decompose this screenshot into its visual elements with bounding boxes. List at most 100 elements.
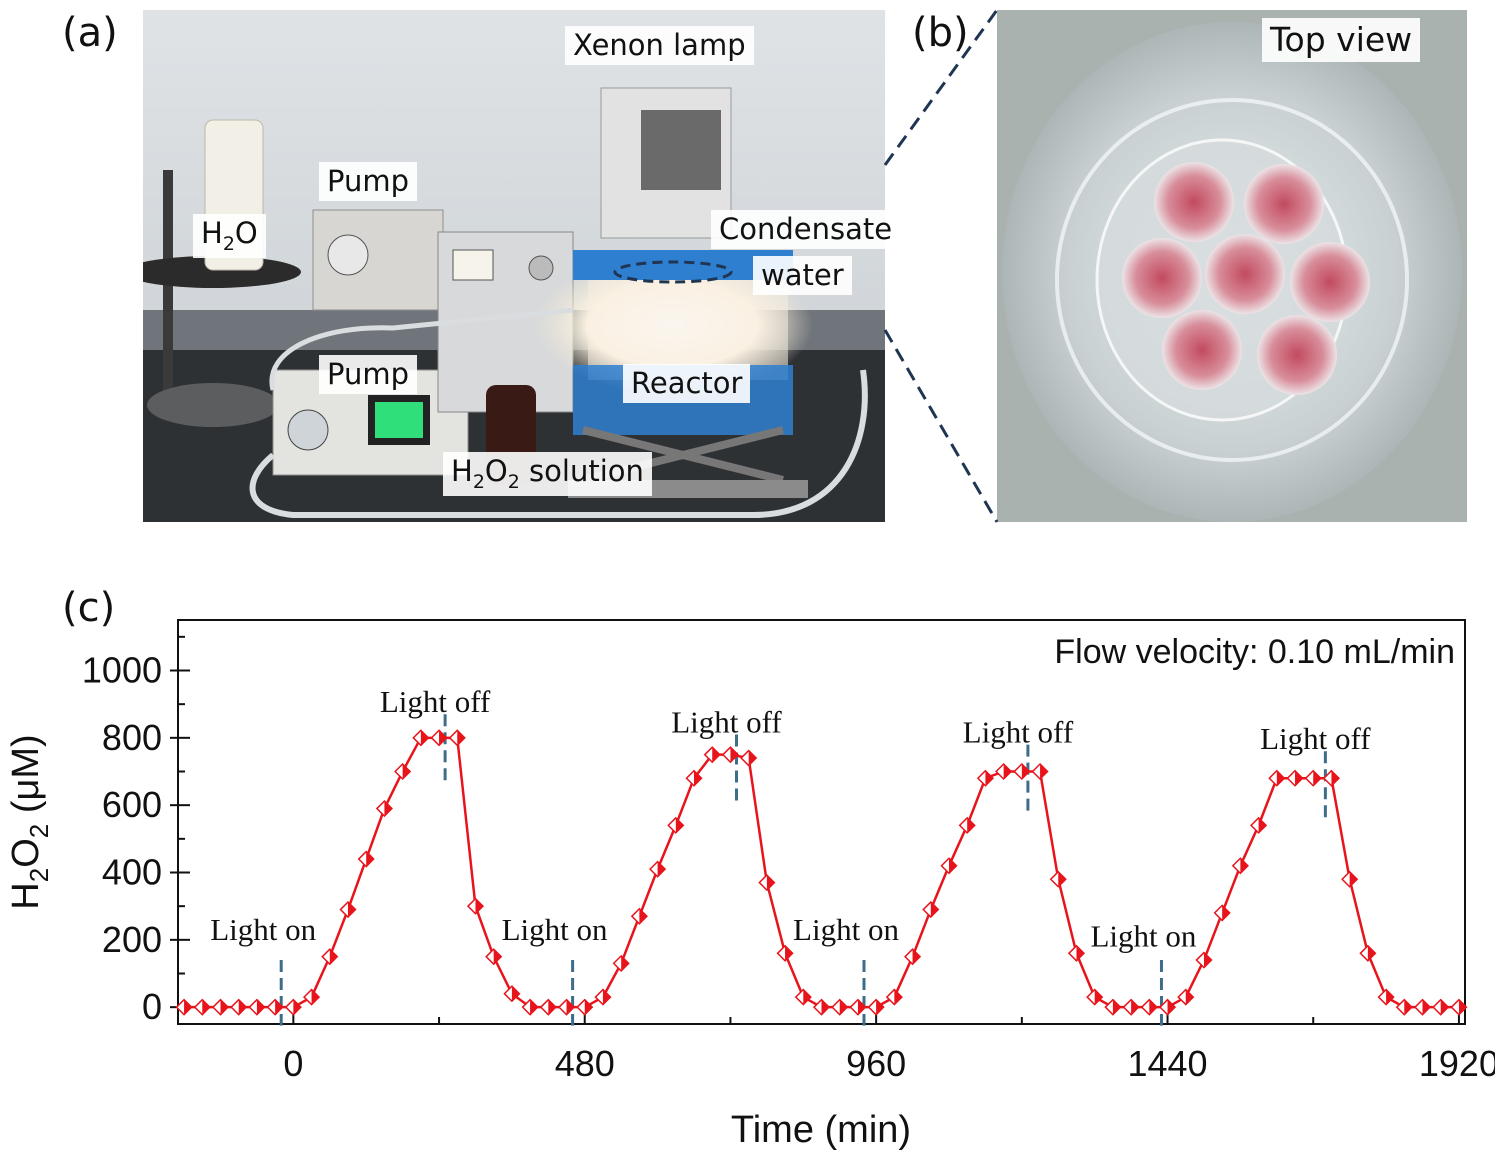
y-axis-label: H2O2 (μM): [5, 734, 54, 909]
data-point: [1195, 951, 1213, 969]
plot-frame: [177, 619, 1466, 1025]
data-point: [1377, 988, 1395, 1006]
data-point-fill: [948, 858, 957, 874]
light-on-label: Light on: [1091, 919, 1197, 954]
data-point-fill: [311, 989, 320, 1005]
data-point: [357, 850, 375, 868]
label-h2o2-solution: H2O2 solution: [443, 452, 652, 496]
data-point-fill: [457, 730, 465, 746]
data-point-fill: [930, 902, 939, 918]
y-tick-label: 0: [142, 986, 162, 1027]
data-point-fill: [1331, 770, 1339, 786]
data-point: [594, 988, 612, 1006]
data-point: [1250, 816, 1268, 834]
data-point: [448, 729, 466, 747]
top-view-photo: Top view: [997, 10, 1467, 522]
data-point-fill: [821, 999, 829, 1015]
data-point-fill: [1131, 999, 1139, 1015]
data-point: [667, 816, 685, 834]
data-point: [776, 944, 794, 962]
zoom-line-top: [883, 9, 999, 166]
data-point: [1359, 944, 1377, 962]
data-point-fill: [766, 875, 775, 891]
tick-labels: 0 480 960 1440 1920 0 200 400 600 800 1000: [82, 650, 1495, 1085]
top-view-illustration: [997, 10, 1467, 522]
data-point: [1322, 769, 1341, 787]
data-point-fill: [293, 999, 301, 1015]
data-point-fill: [639, 908, 647, 924]
setup-photo: Xenon lamp Pump H2O Condensate water Pum…: [125, 10, 901, 522]
data-point-fill: [475, 898, 483, 914]
data-point: [1395, 998, 1413, 1016]
data-point-fill: [493, 949, 502, 965]
data-point-fill: [384, 801, 392, 817]
data-point: [1213, 904, 1231, 922]
data-point-fill: [1240, 858, 1248, 874]
data-point-fill: [621, 955, 629, 971]
data-point: [394, 762, 412, 781]
data-point-fill: [238, 999, 247, 1015]
light-off-label: Light off: [380, 684, 491, 719]
data-point: [1304, 769, 1322, 787]
data-point-fill: [347, 902, 356, 918]
x-tick-label: 1920: [1419, 1043, 1495, 1084]
data-point-fill: [602, 989, 611, 1005]
data-point: [812, 998, 831, 1016]
data-point: [1013, 762, 1031, 781]
data-point-fill: [1349, 871, 1358, 887]
light-markers: [279, 714, 1327, 1026]
y-tick-label: 200: [102, 919, 162, 960]
data-point: [1104, 998, 1122, 1016]
data-point: [466, 897, 485, 915]
data-point: [1158, 998, 1177, 1016]
data-point-fill: [1276, 770, 1285, 786]
data-point-fill: [1295, 770, 1303, 786]
data-point-fill: [566, 999, 575, 1015]
x-tick-label: 0: [283, 1043, 303, 1084]
label-water: water: [753, 256, 852, 295]
data-point: [904, 948, 922, 966]
data-point-fill: [730, 747, 738, 763]
data-point-fill: [675, 817, 684, 833]
light-on-label: Light on: [793, 912, 899, 947]
data-point: [922, 900, 940, 919]
data-point-fill: [1040, 764, 1048, 779]
x-tick-label: 1440: [1127, 1043, 1207, 1084]
data-point-fill: [712, 747, 720, 763]
data-point: [1341, 870, 1359, 888]
series-line: [184, 736, 1459, 1009]
label-reactor: Reactor: [623, 364, 751, 403]
data-point-fill: [1222, 905, 1230, 921]
data-point-fill: [1076, 945, 1084, 961]
data-point-fill: [1258, 817, 1267, 833]
data-point: [885, 988, 903, 1006]
data-point: [867, 998, 885, 1016]
data-point-fill: [1458, 999, 1467, 1015]
data-point: [1268, 769, 1286, 787]
data-point: [430, 729, 448, 747]
data-point-fill: [857, 999, 866, 1015]
data-point: [1177, 988, 1195, 1006]
label-condensate: Condensate: [711, 210, 901, 249]
data-point: [557, 998, 576, 1016]
data-point: [576, 998, 594, 1016]
data-point-fill: [220, 999, 228, 1015]
label-xenon-lamp: Xenon lamp: [565, 26, 754, 65]
data-point: [412, 729, 430, 747]
data-point: [503, 985, 521, 1003]
label-pump-bottom: Pump: [319, 355, 418, 394]
data-point-fill: [402, 764, 411, 779]
x-axis-label: Time (min): [731, 1109, 911, 1151]
data-point: [849, 998, 867, 1016]
data-point-fill: [439, 730, 447, 746]
data-point-fill: [839, 999, 848, 1015]
data-point: [211, 998, 230, 1016]
light-on-label: Light on: [210, 912, 316, 947]
data-point-fill: [1203, 952, 1212, 968]
label-h2o: H2O: [193, 214, 266, 258]
data-point: [339, 900, 357, 919]
data-point: [958, 816, 976, 834]
data-point-fill: [202, 999, 210, 1015]
data-point-fill: [256, 999, 265, 1015]
data-point-fill: [420, 730, 429, 746]
